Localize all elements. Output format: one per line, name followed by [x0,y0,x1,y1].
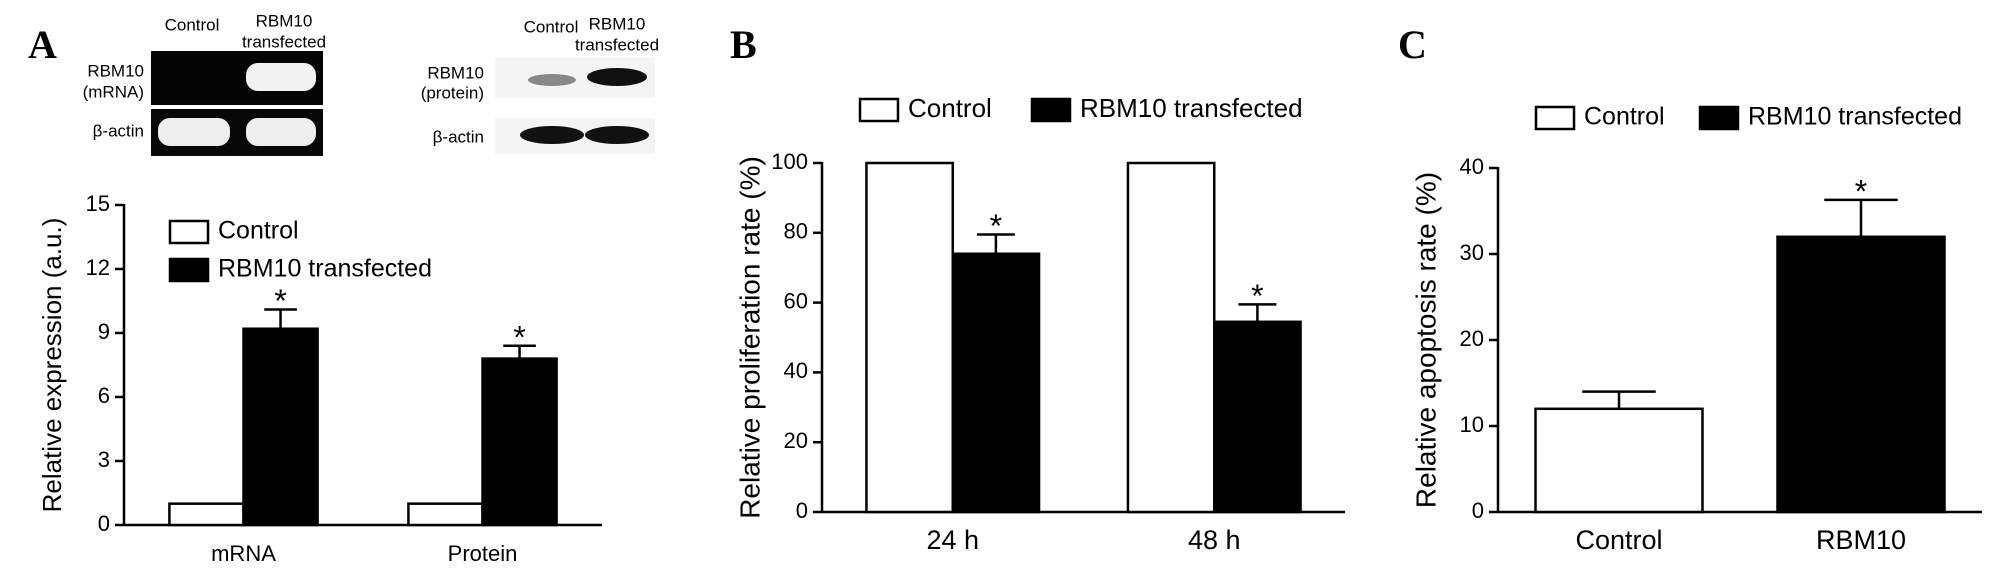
y-tick-label: 6 [98,383,110,408]
x-tick-label: RBM10 [1816,525,1906,555]
legend-label: Control [218,217,299,245]
blot-row-label: RBM10 [427,63,484,82]
blot-row-label: RBM10 [87,61,144,80]
blot-image [495,58,655,154]
legend-label: Control [908,93,992,123]
blot-row-label: β-actin [93,121,144,140]
blot-column-label: RBM10 [256,11,313,30]
significance-marker: * [990,208,1002,244]
legend-swatch [168,257,210,283]
x-tick-label: Protein [448,541,518,566]
y-tick-label: 20 [784,428,808,453]
significance-marker: * [274,283,286,319]
blot-row-label: (mRNA) [83,82,144,101]
y-tick-label: 9 [98,319,110,344]
blot-row-label: β-actin [433,127,484,146]
legend-swatch [1030,97,1072,123]
significance-marker: * [1855,173,1867,209]
bar [242,327,319,527]
y-tick-label: 20 [1460,326,1484,351]
y-tick-label: 40 [1460,154,1484,179]
gel-image [151,51,323,156]
bar [1534,407,1704,514]
legend-label: RBM10 transfected [1748,103,1962,131]
blot-column-label: Control [524,17,579,36]
bar [407,502,484,527]
legend-swatch [858,97,900,123]
blot-column-label: RBM10 [589,14,646,33]
legend-label: RBM10 transfected [1080,93,1303,123]
bar [865,161,955,514]
panel-label: C [1398,22,1427,67]
blot-column-label: transfected [575,35,659,54]
legend-swatch [1698,105,1740,131]
y-tick-label: 60 [784,288,808,313]
y-tick-label: 10 [1460,412,1484,437]
bar [168,502,245,527]
y-tick-label: 15 [86,191,110,216]
y-tick-label: 3 [98,447,110,472]
bar [481,357,558,527]
bar [1126,161,1216,514]
blot-row-label: (protein) [421,83,484,102]
y-axis-title: Relative expression (a.u.) [37,218,67,513]
y-tick-label: 0 [1472,498,1484,523]
x-tick-label: 24 h [926,525,979,555]
significance-marker: * [513,319,525,355]
legend-swatch [168,219,210,245]
panel-label: A [28,22,57,67]
y-tick-label: 30 [1460,240,1484,265]
legend-label: Control [1584,103,1665,131]
y-tick-label: 0 [796,498,808,523]
y-tick-label: 100 [771,149,808,174]
blot-column-label: transfected [242,32,326,51]
y-tick-label: 12 [86,255,110,280]
y-axis-title: Relative apoptosis rate (%) [1410,172,1441,508]
bar [1776,235,1946,514]
x-tick-label: Control [1575,525,1662,555]
y-axis-title: Relative proliferation rate (%) [734,156,765,519]
legend-swatch [1534,105,1576,131]
panel-label: B [730,22,757,67]
x-tick-label: 48 h [1188,525,1241,555]
blot-column-label: Control [165,15,220,34]
bar [951,252,1041,514]
y-tick-label: 40 [784,358,808,383]
legend-label: RBM10 transfected [218,255,432,283]
x-tick-label: mRNA [211,541,276,566]
y-tick-label: 80 [784,219,808,244]
bar [1213,320,1302,514]
y-tick-label: 0 [98,511,110,536]
significance-marker: * [1251,278,1263,314]
